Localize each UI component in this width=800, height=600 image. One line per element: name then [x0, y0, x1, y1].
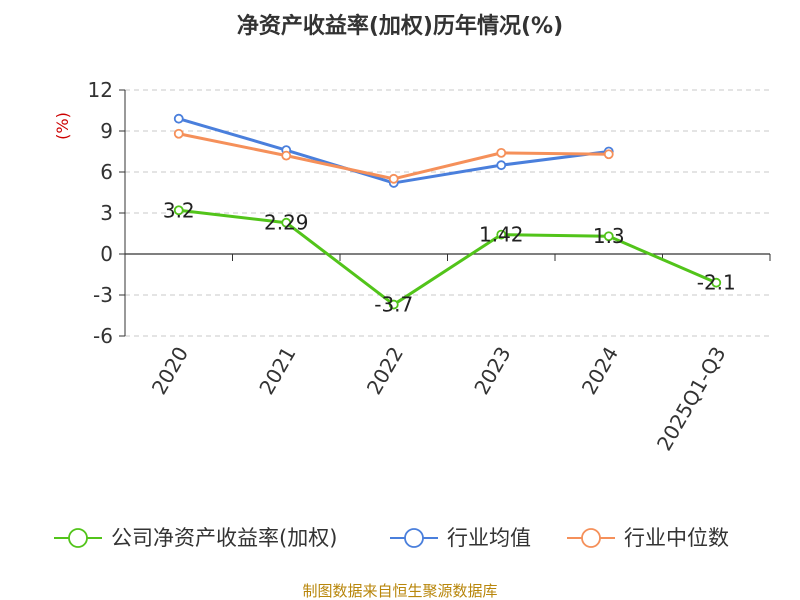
- legend-item-1[interactable]: 行业均值: [390, 526, 531, 550]
- series-lines: [173, 113, 722, 310]
- y-tick-label: 6: [100, 160, 113, 184]
- data-label: 3.2: [163, 198, 195, 222]
- y-axis-label: (%): [53, 112, 72, 140]
- data-label: -3.7: [374, 293, 413, 317]
- y-tick-label: 0: [100, 242, 113, 266]
- data-point: [281, 217, 292, 228]
- x-tick-label: 2023: [469, 343, 515, 399]
- chart-title: 净资产收益率(加权)历年情况(%): [237, 13, 563, 39]
- data-point: [496, 229, 507, 240]
- legend-marker: [581, 528, 601, 548]
- x-tick-label: 2022: [362, 343, 408, 399]
- data-point: [388, 173, 399, 184]
- data-point: [388, 299, 399, 310]
- y-tick-label: -6: [93, 324, 113, 348]
- legend[interactable]: 公司净资产收益率(加权) 行业均值 行业中位数: [54, 526, 729, 550]
- legend-marker: [404, 528, 424, 548]
- y-tick-label: -3: [93, 283, 113, 307]
- legend-marker: [68, 528, 88, 548]
- data-point: [603, 149, 614, 160]
- gridlines: [125, 89, 770, 337]
- legend-item-2[interactable]: 行业中位数: [567, 526, 729, 550]
- data-label: 1.3: [593, 224, 625, 248]
- legend-label: 公司净资产收益率(加权): [111, 526, 337, 550]
- data-label: -2.1: [697, 271, 736, 295]
- y-tick-label: 3: [100, 201, 113, 225]
- data-label: 2.29: [264, 211, 309, 235]
- data-point: [711, 277, 722, 288]
- data-point: [496, 160, 507, 171]
- x-tick-label: 2024: [577, 343, 623, 399]
- data-point: [496, 147, 507, 158]
- x-tick-label: 2020: [147, 343, 193, 399]
- y-tick-label: 12: [88, 78, 113, 102]
- source-note: 制图数据来自恒生聚源数据库: [302, 582, 497, 600]
- x-tick-label: 2025Q1-Q3: [652, 343, 731, 455]
- y-tick-label: 9: [100, 119, 113, 143]
- data-point: [173, 205, 184, 216]
- series-line-0: [178, 208, 717, 307]
- data-labels: 3.2 2.29 -3.7 1.42 1.3 -2.1: [163, 198, 736, 316]
- data-point: [173, 128, 184, 139]
- legend-item-0[interactable]: 公司净资产收益率(加权): [54, 526, 337, 550]
- legend-label: 行业均值: [447, 526, 531, 550]
- legend-label: 行业中位数: [624, 526, 729, 550]
- data-point: [603, 231, 614, 242]
- data-point: [281, 150, 292, 161]
- x-tick-label: 2021: [254, 343, 300, 399]
- data-label: 1.42: [479, 223, 524, 247]
- data-point: [173, 113, 184, 124]
- series-line-1: [178, 117, 609, 185]
